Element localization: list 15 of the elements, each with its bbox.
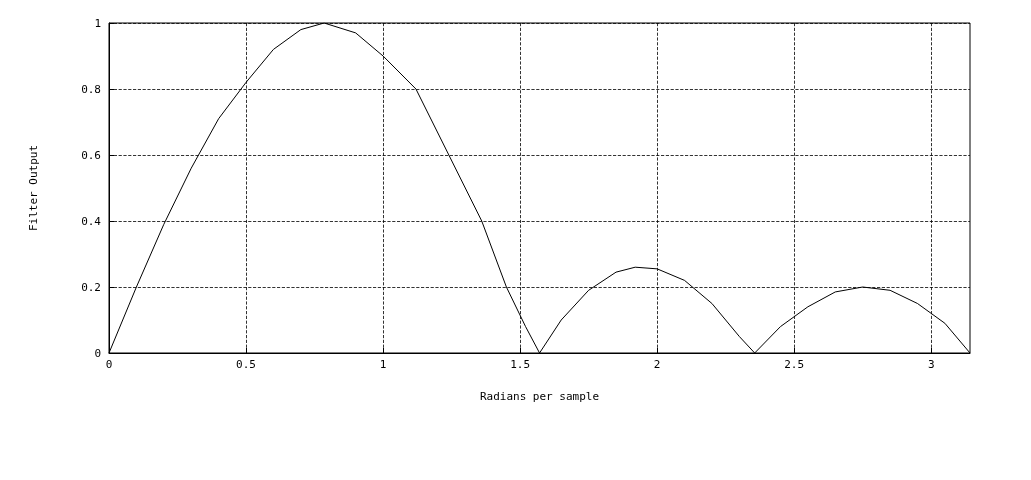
x-tick-label: 0: [105, 358, 113, 371]
y-tick-label: 0.8: [81, 82, 101, 96]
x-tick-label: 3: [927, 358, 935, 371]
y-tick-label: 1: [94, 16, 101, 30]
y-tick-label: 0.6: [81, 148, 101, 162]
x-tick-label: 0.5: [236, 358, 256, 371]
x-tick-label: 1: [379, 358, 387, 371]
x-tick-label: 2: [653, 358, 661, 371]
x-tick-label: 2.5: [784, 358, 805, 371]
x-tick-label: 1.5: [510, 358, 531, 371]
y-axis-title: Filter Output: [27, 144, 40, 232]
x-axis-title: Radians per sample: [479, 390, 600, 403]
y-tick-label: 0.2: [81, 280, 101, 294]
y-tick-label: 0.4: [81, 214, 102, 228]
y-tick-label: 0: [94, 346, 101, 360]
